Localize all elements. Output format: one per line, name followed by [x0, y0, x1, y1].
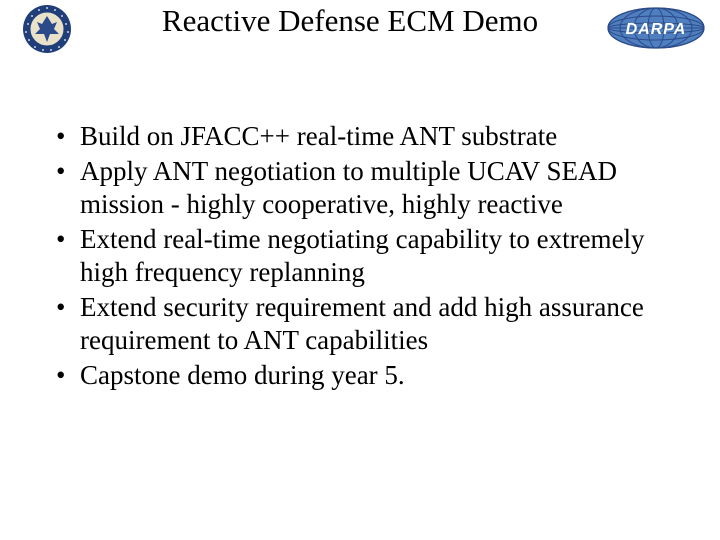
slide-header: Reactive Defense ECM Demo DARPA	[0, 0, 720, 64]
bullet-text: Capstone demo during year 5.	[80, 360, 405, 390]
bullet-text: Extend security requirement and add high…	[80, 292, 644, 355]
bullet-list: Build on JFACC++ real-time ANT substrate…	[52, 120, 680, 392]
dod-seal-icon	[22, 4, 72, 54]
list-item: Extend real-time negotiating capability …	[52, 223, 680, 289]
bullet-text: Build on JFACC++ real-time ANT substrate	[80, 121, 557, 151]
slide: Reactive Defense ECM Demo DARPA Build on…	[0, 0, 720, 540]
list-item: Capstone demo during year 5.	[52, 359, 680, 392]
bullet-text: Extend real-time negotiating capability …	[80, 224, 645, 287]
darpa-logo-text: DARPA	[626, 21, 687, 38]
bullet-text: Apply ANT negotiation to multiple UCAV S…	[80, 156, 617, 219]
darpa-logo-icon: DARPA	[606, 6, 706, 50]
list-item: Apply ANT negotiation to multiple UCAV S…	[52, 155, 680, 221]
list-item: Extend security requirement and add high…	[52, 291, 680, 357]
list-item: Build on JFACC++ real-time ANT substrate	[52, 120, 680, 153]
slide-title: Reactive Defense ECM Demo	[110, 4, 590, 38]
slide-body: Build on JFACC++ real-time ANT substrate…	[52, 120, 680, 394]
